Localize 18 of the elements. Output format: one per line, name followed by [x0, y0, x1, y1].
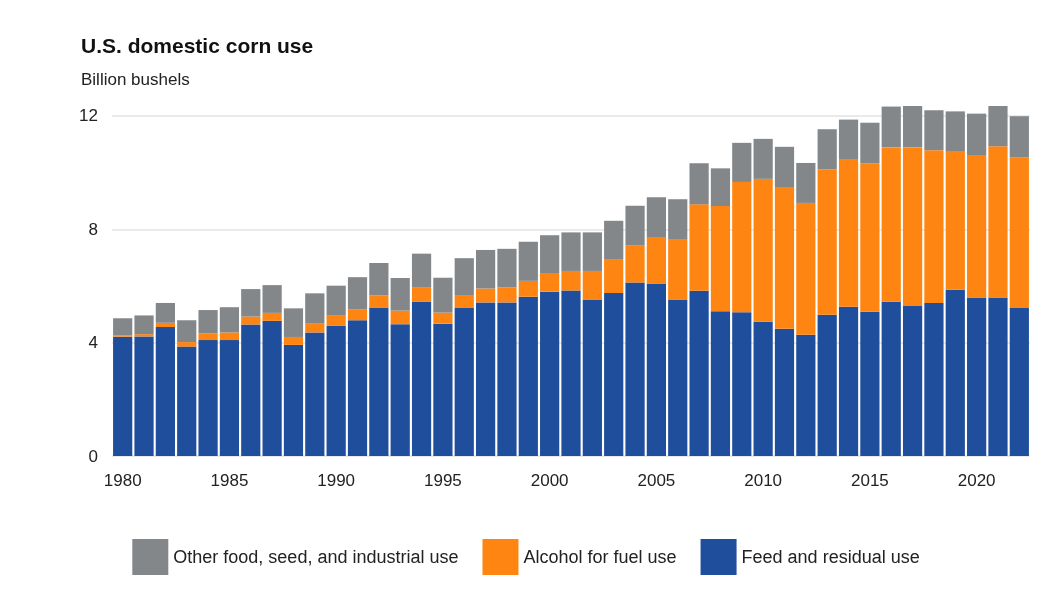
x-tick-label: 2005: [637, 471, 676, 490]
y-tick-label: 0: [88, 446, 98, 466]
x-tick-label: 2010: [744, 471, 783, 490]
x-tick-label: 1995: [423, 471, 462, 490]
x-tick-label: 2000: [530, 471, 569, 490]
x-tick-label: 2015: [850, 471, 889, 490]
chart-subtitle: Billion bushels: [81, 70, 190, 89]
legend-label: Other food, seed, and industrial use: [173, 547, 459, 567]
y-tick-label: 12: [79, 106, 98, 126]
x-tick-label: 1990: [317, 471, 356, 490]
y-tick-label: 8: [88, 219, 98, 239]
x-tick-label: 1985: [210, 471, 249, 490]
x-tick-label: 2020: [957, 471, 996, 490]
x-tick-label: 1980: [103, 471, 142, 490]
legend-label: Feed and residual use: [741, 547, 920, 567]
legend-label: Alcohol for fuel use: [523, 547, 677, 567]
chart-title: U.S. domestic corn use: [81, 34, 314, 57]
y-tick-label: 4: [88, 333, 98, 353]
